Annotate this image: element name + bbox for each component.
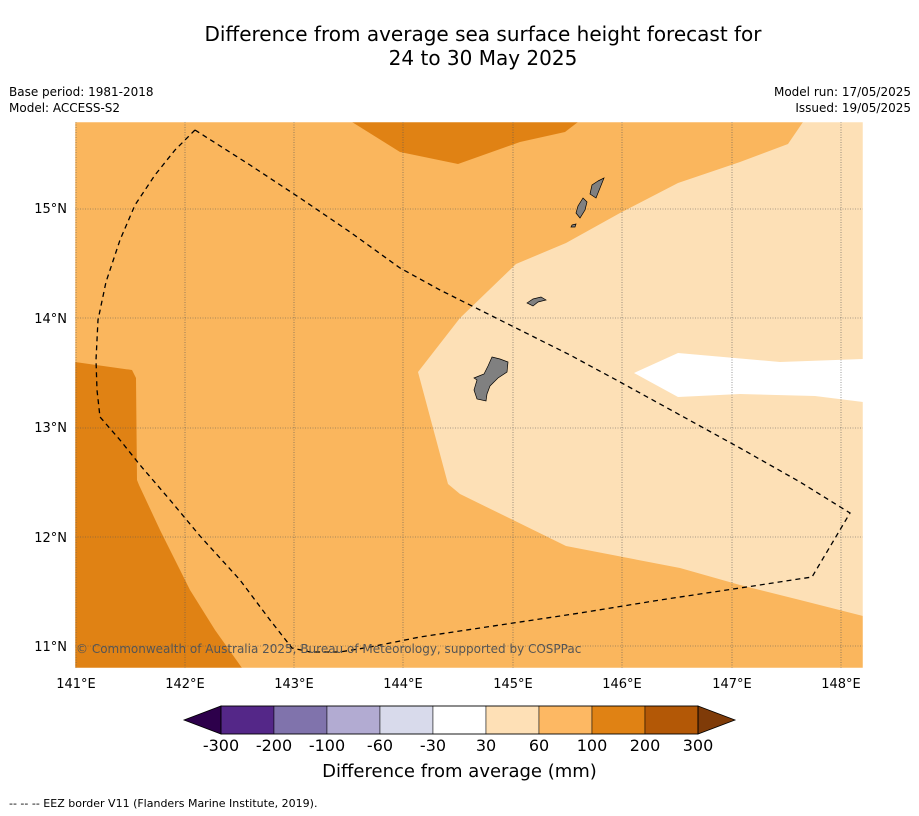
title-line-1: Difference from average sea surface heig… [204,22,762,46]
aguijan-island [570,223,577,228]
lon-label: 145°E [493,677,533,692]
colorbar-segment [591,705,646,735]
colorbar-segment [326,705,381,735]
lon-label: 148°E [821,677,861,692]
lon-label: 147°E [712,677,752,692]
land-islands [473,177,605,402]
lat-label: 15°N [34,202,67,217]
colorbar-extend-high [697,705,737,735]
lon-label: 142°E [165,677,205,692]
copyright-text: © Commonwealth of Australia 2025, Bureau… [76,642,581,656]
saipan-island [589,177,605,199]
colorbar-segment [485,705,540,735]
rota-island [526,296,547,307]
colorbar: -300 -200 -100 -60 -30 30 60 100 200 300 [182,705,737,755]
colorbar-extend-low [182,705,222,735]
anomaly-30-60-east-region [418,122,863,616]
lat-label: 14°N [34,312,67,327]
lon-label: 141°E [56,677,96,692]
colorbar-tick: -30 [420,736,446,755]
colorbar-tick-labels: -300 -200 -100 -60 -30 30 60 100 200 300 [203,736,713,755]
colorbar-tick: 300 [683,736,714,755]
latitude-labels: 11°N 12°N 13°N 14°N 15°N [34,202,67,655]
tinian-island [575,197,588,219]
colorbar-segment [220,705,275,735]
guam-island [473,356,509,402]
lon-label: 144°E [383,677,423,692]
metadata-right: Model run: 17/05/2025 Issued: 19/05/2025 [774,84,911,116]
map-frame [74,121,864,669]
lat-label: 13°N [34,421,67,436]
map-gridlines [75,122,863,668]
lon-label: 146°E [602,677,642,692]
lon-label: 143°E [274,677,314,692]
anomaly-neutral-region [634,353,863,402]
colorbar-tick: -300 [203,736,239,755]
base-period-text: Base period: 1981-2018 [9,85,154,99]
page-title: Difference from average sea surface heig… [100,22,866,70]
colorbar-tick: 30 [476,736,496,755]
lat-label: 11°N [34,640,67,655]
colorbar-segment [379,705,434,735]
colorbar-tick: 200 [630,736,661,755]
title-line-2: 24 to 30 May 2025 [388,46,578,70]
colorbar-segments [220,705,699,735]
colorbar-tick: 100 [577,736,608,755]
colorbar-segment [432,705,487,735]
colorbar-segment [273,705,328,735]
lat-label: 12°N [34,531,67,546]
colorbar-tick: -200 [256,736,292,755]
colorbar-tick: -60 [367,736,393,755]
longitude-labels: 141°E 142°E 143°E 144°E 145°E 146°E 147°… [56,677,861,692]
model-text: Model: ACCESS-S2 [9,101,121,115]
colorbar-segment [538,705,593,735]
anomaly-100-200-north-patch [352,122,578,164]
legend-footnote: -- -- -- EEZ border V11 (Flanders Marine… [9,797,318,810]
map-panel: © Commonwealth of Australia 2025, Bureau… [75,122,863,668]
colorbar-title: Difference from average (mm) [322,761,597,782]
anomaly-100-200-west-region [75,362,242,668]
eez-border-line [95,129,851,653]
metadata-left: Base period: 1981-2018 Model: ACCESS-S2 [9,84,154,116]
model-run-text: Model run: 17/05/2025 [773,85,911,99]
colorbar-segment [644,705,699,735]
colorbar-outline [220,705,699,735]
colorbar-tick: -100 [309,736,345,755]
colorbar-tick: 60 [529,736,549,755]
issued-text: Issued: 19/05/2025 [795,101,911,115]
